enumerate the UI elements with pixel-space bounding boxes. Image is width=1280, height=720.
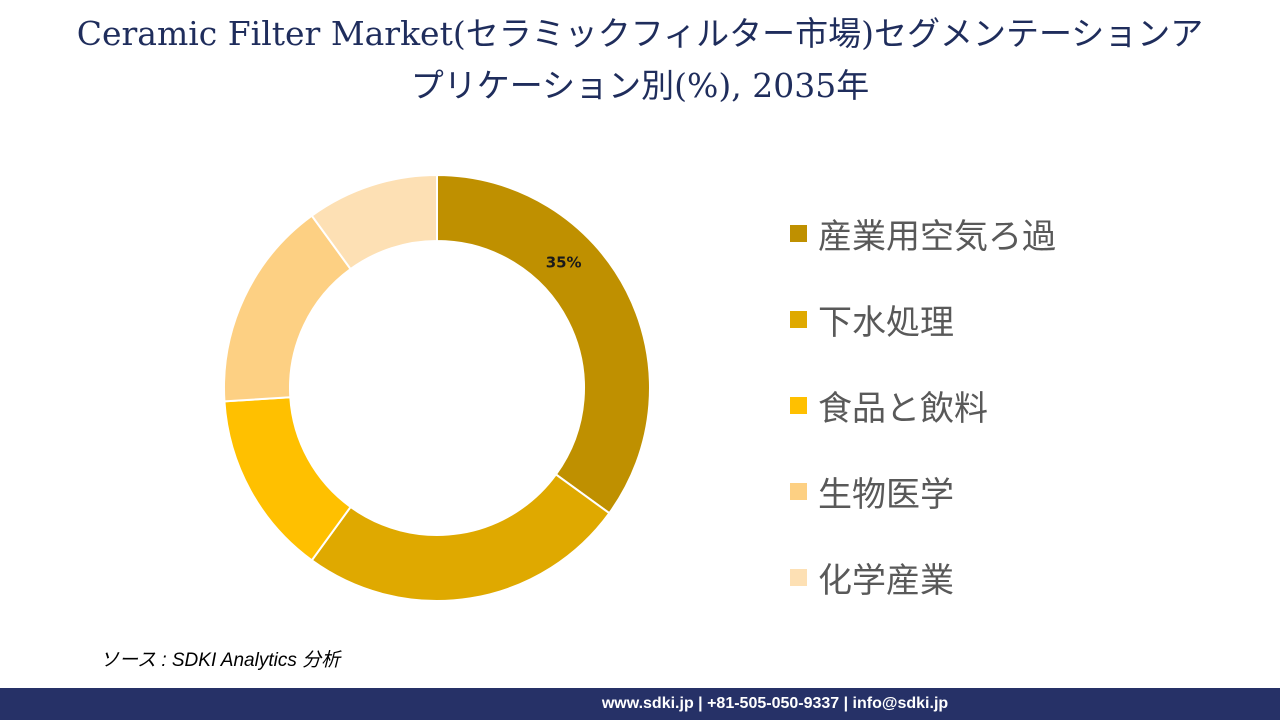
donut-slice-5 — [310, 173, 438, 271]
legend-label: 化学産業 — [818, 560, 954, 601]
legend-swatch — [790, 396, 807, 414]
donut-slice-1 — [436, 173, 651, 515]
legend-swatch — [790, 568, 807, 586]
legend-label: 食品と飲料 — [818, 388, 988, 429]
footer-bar: www.sdki.jp | +81-505-050-9337 | info@sd… — [0, 688, 1280, 720]
footer-contact: www.sdki.jp | +81-505-050-9337 | info@sd… — [601, 695, 949, 712]
legend-item: 生物医学 — [790, 448, 1056, 534]
data-label-1: 35% — [546, 253, 582, 271]
chart-legend: 産業用空気ろ過 下水処理食品と飲料生物医学化学産業 — [790, 190, 1056, 620]
legend-swatch — [790, 224, 807, 242]
legend-label: 下水処理 — [818, 302, 954, 343]
chart-title: Ceramic Filter Market(セラミックフィルター市場)セグメンテ… — [20, 8, 1260, 112]
legend-label: 生物医学 — [818, 474, 954, 515]
chart-title-line1: Ceramic Filter Market(セラミックフィルター市場)セグメンテ… — [76, 14, 1204, 53]
legend-item: 産業用空気ろ過 — [790, 190, 1056, 276]
source-note: ソース : SDKI Analytics 分析 — [100, 650, 341, 671]
legend-swatch — [790, 482, 807, 500]
donut-slice-2 — [310, 473, 611, 602]
legend-label: 産業用空気ろ過 — [818, 216, 1056, 257]
legend-item: 化学産業 — [790, 534, 1056, 620]
legend-item: 食品と飲料 — [790, 362, 1056, 448]
legend-swatch — [790, 310, 807, 328]
legend-item: 下水処理 — [790, 276, 1056, 362]
chart-title-line2: プリケーション別(%), 2035年 — [410, 66, 870, 105]
